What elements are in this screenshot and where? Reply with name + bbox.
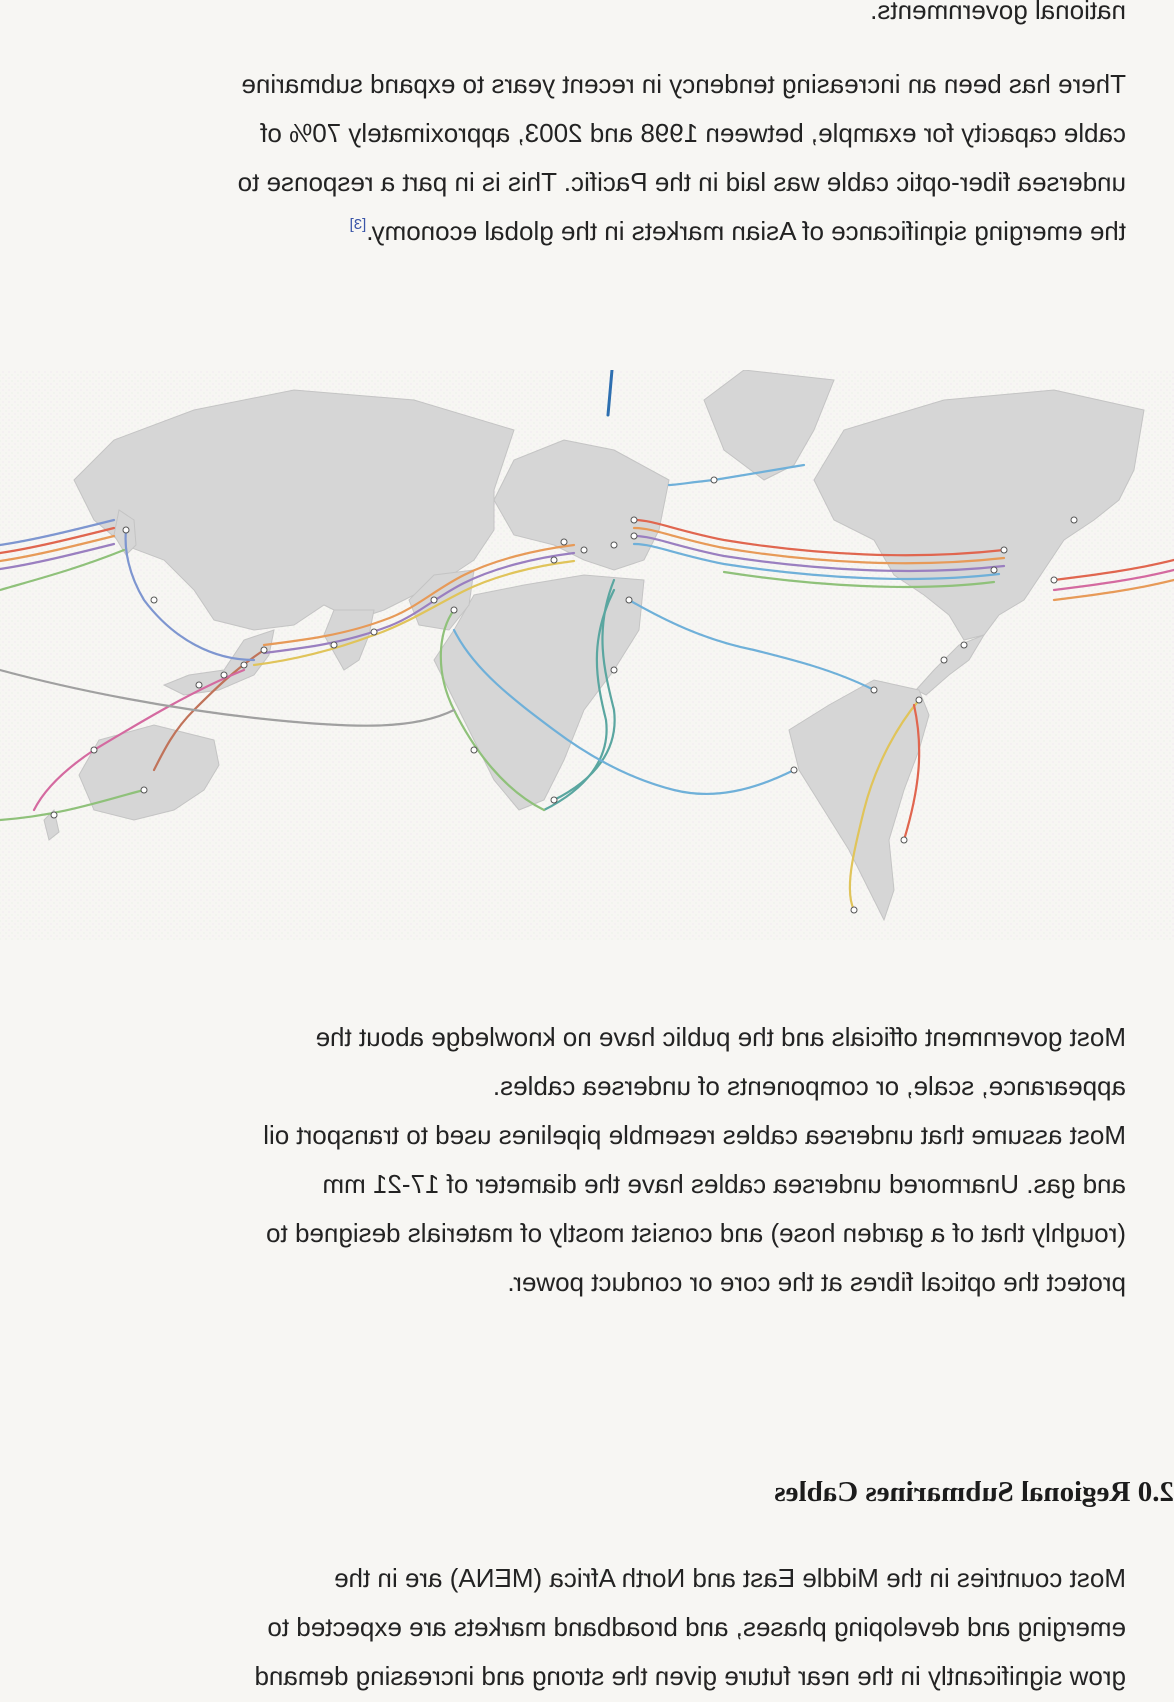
land-india [323,609,375,671]
paragraph-line: cable capacity for example, between 1998… [260,118,1126,148]
landing-stations [50,476,1078,914]
cable-route [632,526,1006,565]
cable-route [542,588,616,812]
cable-route [848,698,921,912]
cable-route [627,598,876,692]
cable-route [0,534,116,563]
landing-station [990,566,998,574]
landing-station [240,661,248,669]
citation-link[interactable]: [3] [349,216,367,233]
landing-station [630,532,638,540]
paragraph-line: undersea fiber-optic cable was laid in t… [237,167,1126,197]
landing-station [710,476,718,484]
cable-route [124,528,256,662]
cable-route [1052,558,1174,582]
intro-tail-text: national governments. [870,0,1126,35]
paragraph-line: emerging and developing phases, and broa… [267,1612,1126,1642]
paragraph-line: the emerging significance of Asian marke… [238,207,1126,256]
landing-station [122,526,130,534]
paragraph-expansion: There has been an increasing tendency in… [238,60,1126,256]
landing-station [630,516,638,524]
landing-station [50,811,58,819]
landing-station [1050,576,1058,584]
cable-routes [0,370,1174,912]
cable-route [0,542,116,571]
landing-station [1000,546,1008,554]
land-greenland [703,370,835,481]
paragraph-line-text: the emerging significance of Asian marke… [366,216,1126,246]
cable-route [252,559,576,667]
paragraph-line: Most assume that undersea cables resembl… [263,1120,1126,1150]
land-central-america [915,633,986,696]
landing-station [560,538,568,546]
intro-tail-line: national governments. [870,0,1126,25]
landing-station [90,746,98,754]
landing-station [260,646,268,654]
land-south-america [788,679,930,922]
paragraph-perception: Most government officials and the public… [263,1013,1126,1307]
submarine-cable-map [0,370,1174,940]
landing-station [850,906,858,914]
paragraph-line: appearance, scale, or components of unde… [492,1071,1126,1101]
landing-station [1070,516,1078,524]
paragraph-line: There has been an increasing tendency in… [241,69,1126,99]
cable-route [262,543,576,647]
cable-route [0,526,116,555]
landing-station [790,766,798,774]
paragraph-line: (roughly that of a garden hose) and cons… [266,1218,1126,1248]
landing-station [625,596,633,604]
cable-route [606,370,614,417]
cable-route [0,548,126,592]
land-group [43,370,1145,922]
cable-route [0,788,146,822]
landing-station [140,786,148,794]
land-asia [73,389,515,631]
cable-route [262,551,576,655]
paragraph-line: and gas. Unarmored undersea cables have … [322,1169,1126,1199]
landing-station [610,541,618,549]
cable-route [722,570,996,589]
landing-station [610,666,618,674]
cable-route [1052,568,1174,592]
landing-station [195,681,203,689]
landing-station [580,546,588,554]
land-europe [493,439,670,571]
paragraph-mena: Most countries in the Middle East and No… [254,1554,1126,1701]
cable-route [632,518,1006,557]
landing-station [330,641,338,649]
cable-route [452,628,796,796]
landing-station [900,836,908,844]
land-australia [78,724,220,821]
landing-station [450,606,458,614]
landing-station [550,556,558,564]
landing-station [550,796,558,804]
section-heading: 2.0 Regional Submarines Cables [774,1476,1174,1508]
cable-route [32,668,246,812]
paragraph-line: protect the optical fibres at the core o… [507,1267,1126,1297]
cable-route [0,668,456,727]
land-arabia [408,569,475,631]
landing-station [470,746,478,754]
landing-station [150,596,158,604]
landing-station [940,656,948,664]
paragraph-line: grow significantly in the near future gi… [254,1661,1126,1691]
cable-route [632,542,1001,581]
paragraph-line: Most government officials and the public… [315,1022,1126,1052]
landing-station [220,671,228,679]
landing-station [915,696,923,704]
cable-route [902,703,921,842]
cable-route [1052,578,1174,602]
landing-station [370,628,378,636]
cable-route [632,534,1006,573]
cable-route [0,518,116,547]
landing-station [870,686,878,694]
landing-station [960,641,968,649]
paragraph-line: Most countries in the Middle East and No… [334,1563,1126,1593]
landing-station [430,596,438,604]
land-north-america [813,389,1145,641]
